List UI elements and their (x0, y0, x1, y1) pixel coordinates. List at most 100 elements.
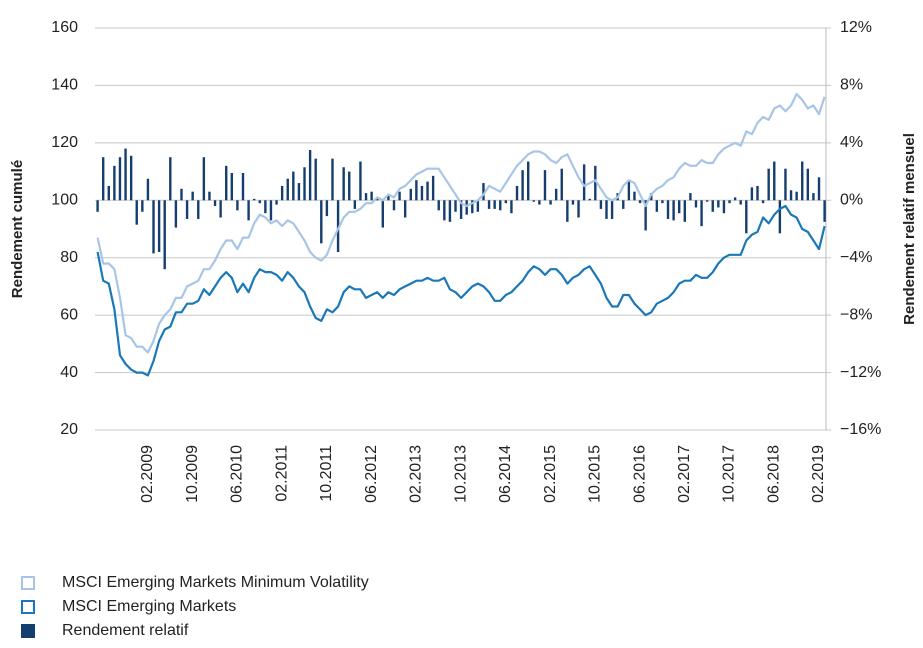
bar (169, 157, 172, 201)
bar (644, 200, 647, 231)
bar (247, 200, 250, 221)
bar (381, 200, 385, 228)
bar (683, 200, 686, 222)
bar (733, 197, 737, 201)
y-tick-label: 60 (60, 306, 78, 323)
bar (420, 185, 424, 201)
bar (241, 173, 245, 201)
y-tick-label: 100 (51, 192, 78, 209)
legend-label: Rendement relatif (62, 622, 189, 639)
bar (627, 180, 631, 201)
bar (728, 200, 731, 204)
y-tick-label: 20 (60, 421, 78, 438)
bar (705, 200, 709, 202)
bar (101, 157, 105, 201)
bar (118, 157, 122, 201)
bar (163, 200, 166, 270)
bar (571, 200, 575, 205)
x-tick-label: 02.2009 (139, 445, 156, 503)
bar (605, 200, 608, 219)
bar (471, 200, 474, 214)
legend-swatch (21, 600, 35, 614)
y-tick-label: 160 (51, 19, 78, 36)
x-tick-label: 06.2012 (363, 445, 380, 503)
bar (633, 191, 636, 201)
bar (370, 191, 373, 201)
bar (566, 200, 569, 222)
bar (113, 165, 116, 201)
legend-swatch (21, 624, 35, 638)
bar (465, 200, 468, 215)
bar (588, 198, 591, 201)
y-tick-label: 80 (60, 249, 78, 266)
bar (504, 200, 508, 204)
bar (364, 193, 368, 201)
y-tick-label: 40 (60, 364, 78, 381)
bar (415, 180, 418, 201)
bar (521, 170, 524, 201)
bar (459, 200, 463, 219)
bar (280, 185, 284, 201)
bar (135, 200, 138, 225)
bar (739, 200, 742, 205)
x-tick-label: 10.2015 (587, 445, 604, 503)
bar (219, 200, 222, 218)
x-tick-label: 02.2011 (273, 445, 290, 502)
bar (269, 200, 273, 221)
bar (443, 200, 446, 221)
y2-tick-label: −16% (840, 421, 881, 438)
bar (499, 200, 502, 211)
bar (823, 200, 826, 222)
bar (129, 155, 133, 201)
legend-label: MSCI Emerging Markets Minimum Volatility (62, 574, 369, 591)
y-tick-label: 140 (51, 77, 78, 94)
bar (236, 200, 239, 211)
bar (124, 148, 127, 201)
bar (745, 200, 748, 234)
bar (722, 200, 726, 214)
y2-tick-label: −12% (840, 364, 881, 381)
bar (661, 200, 664, 204)
bar (773, 161, 776, 201)
bar (146, 178, 150, 201)
bar (582, 164, 586, 201)
bar (806, 168, 810, 201)
bar (610, 200, 614, 219)
bar (577, 200, 580, 218)
bar (678, 200, 681, 214)
bar (320, 200, 323, 244)
y-tick-label: 120 (51, 134, 78, 151)
bar (398, 191, 401, 201)
bar (264, 200, 267, 214)
bar (493, 200, 496, 209)
bar (191, 191, 194, 201)
bar (549, 200, 552, 205)
legend-label: MSCI Emerging Markets (62, 598, 236, 615)
bar (750, 187, 754, 201)
bar (538, 200, 541, 205)
bar (303, 167, 306, 201)
bar (666, 200, 670, 219)
bar (812, 193, 815, 201)
bar (448, 200, 452, 222)
x-tick-label: 10.2013 (452, 445, 469, 503)
bar (817, 177, 821, 201)
x-tick-label: 10.2017 (721, 445, 738, 503)
bar (275, 200, 278, 205)
bar (789, 190, 793, 201)
x-tick-label: 06.2010 (229, 445, 246, 503)
bar (694, 200, 698, 208)
y2-tick-label: 12% (840, 19, 872, 36)
bar (801, 161, 804, 201)
y-axis-title: Rendement cumulé (9, 160, 26, 298)
bar (711, 200, 714, 212)
bar (185, 200, 189, 219)
bar (700, 200, 703, 227)
y2-axis-title: Rendement relatif mensuel (901, 133, 918, 325)
bar (331, 158, 334, 201)
x-tick-label: 02.2013 (408, 445, 425, 503)
bar (325, 200, 329, 217)
bar (778, 200, 782, 234)
bar (230, 173, 234, 201)
y2-tick-label: 0% (840, 192, 863, 209)
